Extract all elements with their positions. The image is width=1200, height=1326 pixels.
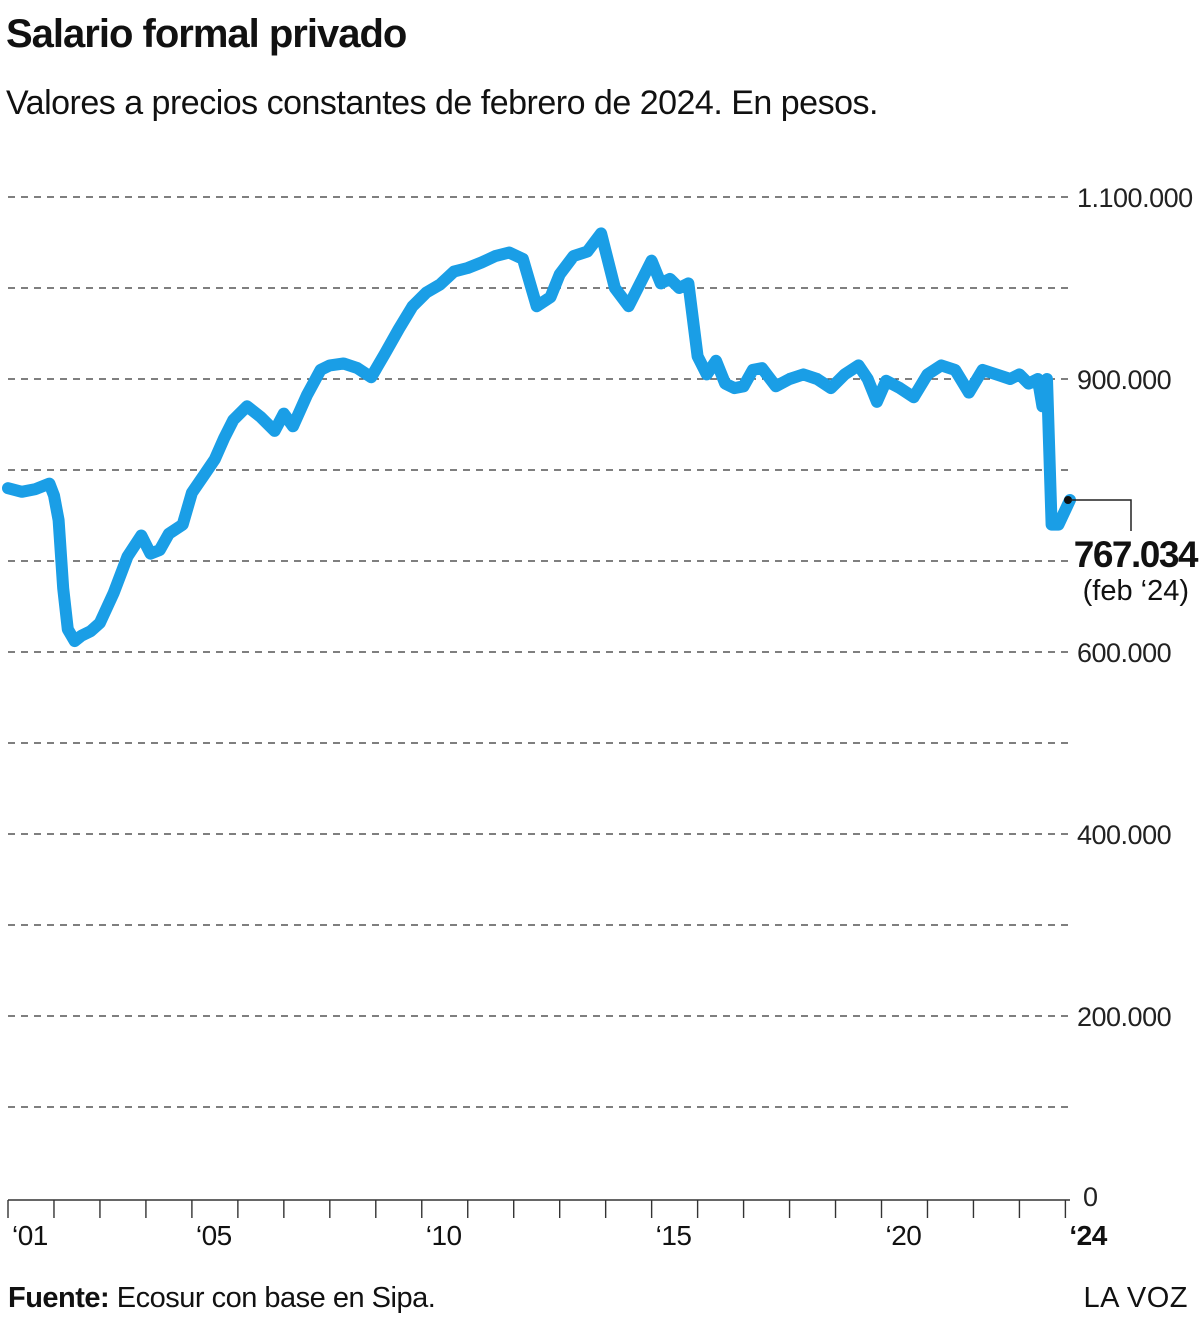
x-axis: ‘01 ‘05 ‘10 ‘15 ‘20 ‘24 <box>7 1199 1108 1251</box>
y-tick-label: 900.000 <box>1077 365 1171 395</box>
x-tick-label: ‘24 <box>1069 1220 1107 1251</box>
y-tick-label: 600.000 <box>1077 638 1171 668</box>
grid-lines <box>8 196 1070 1108</box>
y-axis-tick-labels: 1.100.000 900.000 600.000 400.000 200.000 0 <box>1077 183 1193 1212</box>
source-note: Fuente: Ecosur con base en Sipa. <box>8 1282 436 1315</box>
last-date-label: (feb ‘24) <box>1083 575 1189 607</box>
chart-title: Salario formal privado <box>6 12 407 56</box>
y-tick-label: 200.000 <box>1077 1002 1171 1032</box>
y-tick-label: 400.000 <box>1077 820 1171 850</box>
series-group <box>2 227 1076 648</box>
source-text: Ecosur con base en Sipa. <box>109 1282 436 1314</box>
chart-subtitle: Valores a precios constantes de febrero … <box>6 84 878 122</box>
x-tick-label: ‘10 <box>426 1220 462 1251</box>
y-tick-label: 1.100.000 <box>1077 183 1193 213</box>
x-tick-label: ‘01 <box>12 1220 48 1251</box>
x-tick-label: ‘15 <box>656 1220 692 1251</box>
series-line <box>2 227 1076 648</box>
last-value-label: 767.034 <box>1074 534 1199 575</box>
x-tick-label: ‘20 <box>886 1220 922 1251</box>
y-tick-label: 0 <box>1083 1182 1098 1212</box>
last-value-dot <box>1064 495 1072 504</box>
brand-logo: LA VOZ <box>1083 1282 1188 1314</box>
leader-line <box>1070 499 1132 531</box>
source-label: Fuente: <box>8 1282 110 1314</box>
x-tick-label: ‘05 <box>196 1220 232 1251</box>
last-value-annotation: 767.034(feb ‘24) <box>1064 495 1200 607</box>
